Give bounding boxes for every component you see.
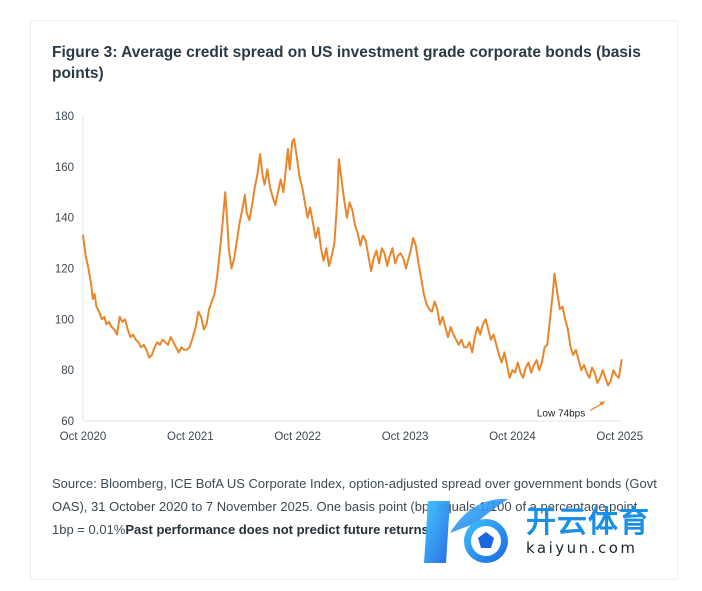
- annotation-arrow-head: [599, 401, 606, 406]
- x-tick-label: Oct 2022: [274, 431, 321, 443]
- y-tick-label: 180: [55, 111, 74, 123]
- figure-card: [30, 20, 678, 580]
- y-tick-label: 100: [55, 314, 74, 326]
- axes: 60 80 100 120 140 160 180 Oct 2020 Oct 2021 Oct 2…: [55, 111, 643, 443]
- annotation-label: Low 74bps: [537, 408, 585, 419]
- kaiyun-logo-icon: [424, 498, 508, 563]
- y-tick-label: 160: [55, 162, 74, 174]
- kaiyun-watermark: 开云体育 kaiyun.com: [420, 493, 690, 571]
- x-tick-label: Oct 2021: [167, 431, 214, 443]
- series-line: [82, 137, 623, 387]
- source-note: Source: Bloomberg, ICE BofA US Corporate…: [52, 472, 660, 541]
- figure-title: Figure 3: Average credit spread on US in…: [52, 44, 641, 82]
- x-tick-label: Oct 2024: [489, 431, 536, 443]
- watermark-cn-text: 开云体育: [526, 505, 650, 540]
- series-layer: [82, 137, 623, 387]
- y-tick-label: 60: [61, 416, 74, 428]
- x-tick-label: Oct 2025: [596, 431, 643, 443]
- y-tick-label: 140: [55, 213, 74, 225]
- line-chart: 60 80 100 120 140 160 180 Oct 2020 Oct 2021 Oct 2…: [55, 111, 643, 443]
- y-tick-label: 80: [61, 365, 74, 377]
- annotation-layer: Low 74bps: [537, 401, 606, 419]
- watermark-en-text: kaiyun.com: [526, 539, 638, 557]
- x-tick-label: Oct 2023: [382, 431, 429, 443]
- x-tick-label: Oct 2020: [60, 431, 107, 443]
- disclaimer-text: Past performance does not predict future…: [125, 522, 433, 537]
- y-tick-label: 120: [55, 264, 74, 276]
